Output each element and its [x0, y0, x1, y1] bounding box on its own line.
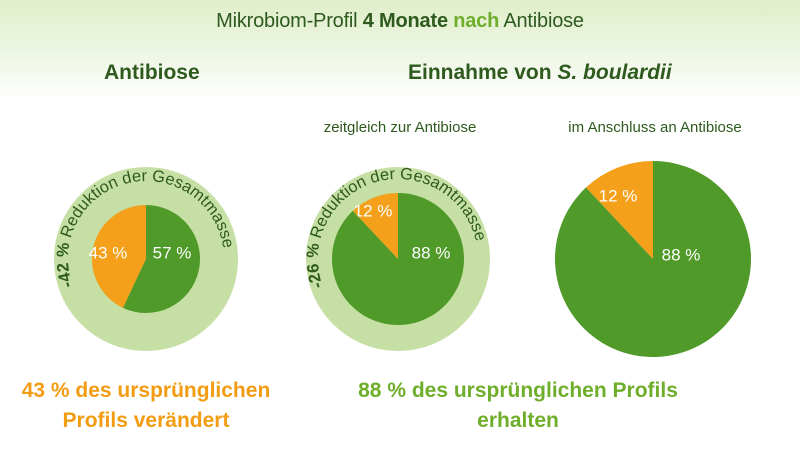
- pie-slice: [585, 161, 653, 259]
- footer-left-line1: 43 % des ursprünglichen: [21, 379, 271, 402]
- title-text-3: nach: [453, 10, 500, 32]
- pie-slice: [331, 193, 464, 325]
- heading-einnahme: Einnahme von S. boulardii: [408, 61, 672, 85]
- pie-group-3: 12 % 88 %: [555, 161, 751, 357]
- slice-label: 57 %: [153, 243, 192, 262]
- pie-slice: [92, 205, 146, 308]
- header-band: [0, 0, 800, 100]
- slice-label: 88 %: [662, 245, 701, 264]
- pie-slice: [352, 193, 398, 259]
- slice-label: 88 %: [412, 243, 451, 262]
- page-title: Mikrobiom-Profil 4 Monate nach Antibiose: [0, 10, 800, 33]
- heading-einnahme-text: Einnahme von: [408, 61, 558, 84]
- footer-right: 88 % des ursprünglichen Profils erhalten: [358, 379, 678, 432]
- title-text-2: 4 Monate: [362, 10, 454, 32]
- pie-slice: [555, 161, 751, 357]
- heading-species: S. boulardii: [557, 61, 672, 84]
- subtitle-zeitgleich: zeitgleich zur Antibiose: [323, 119, 477, 136]
- pie-group-2: 12 %88 %-26 % Reduktion der Gesamtmasse: [304, 165, 490, 351]
- title-text-1: Mikrobiom-Profil: [216, 10, 363, 32]
- heading-antibiose: Antibiose: [104, 61, 200, 84]
- footer-left: 43 % des ursprünglichen Profils veränder…: [0, 376, 292, 436]
- slice-label: 12 %: [354, 201, 393, 220]
- pie-group-1: 43 % 57 %-42 % Reduktion der Gesamtmasse: [54, 167, 238, 351]
- slice-label: 12 %: [599, 186, 638, 205]
- pie-slice: [123, 205, 201, 313]
- subtitle-anschluss: im Anschluss an Antibiose: [568, 119, 742, 136]
- slice-label: 43 %: [89, 243, 128, 262]
- footer-left-line2: Profils verändert: [62, 409, 230, 432]
- title-text-4: Antibiose: [499, 10, 584, 32]
